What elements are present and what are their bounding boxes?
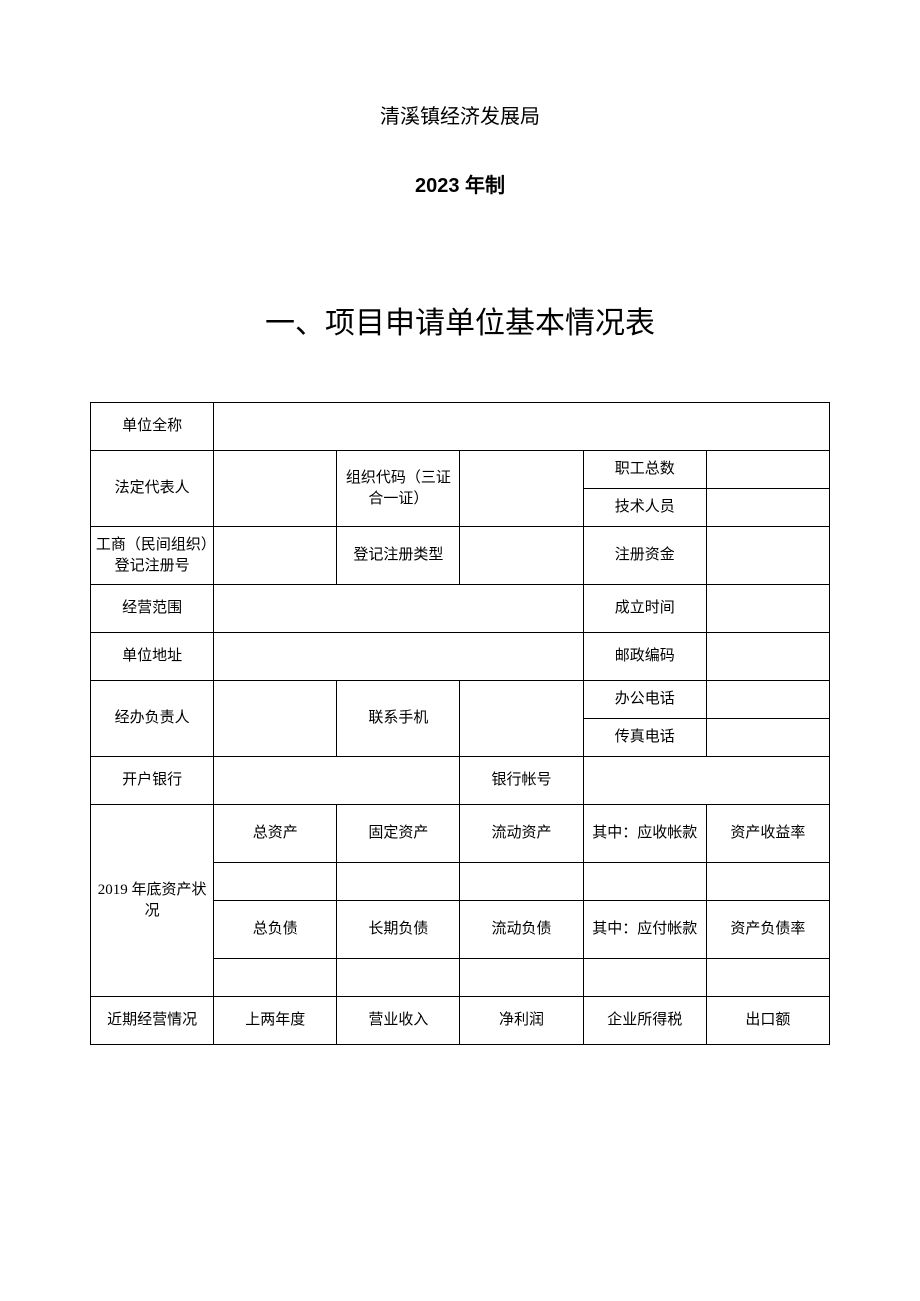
header-org: 清溪镇经济发展局 <box>90 100 830 129</box>
label-staff-total: 职工总数 <box>583 451 706 489</box>
label-export: 出口额 <box>706 997 829 1045</box>
label-fixed-assets: 固定资产 <box>337 805 460 863</box>
value-staff-total <box>706 451 829 489</box>
value-roa <box>706 863 829 901</box>
value-current-liab <box>460 959 583 997</box>
application-form-table: 单位全称 法定代表人 组织代码（三证合一证） 职工总数 技术人员 工商（民间组织… <box>90 402 830 1045</box>
label-total-liab: 总负债 <box>214 901 337 959</box>
section-title: 一、项目申请单位基本情况表 <box>90 298 830 342</box>
label-corp-tax: 企业所得税 <box>583 997 706 1045</box>
value-bank <box>214 757 460 805</box>
value-reg-capital <box>706 527 829 585</box>
label-asset-status: 2019 年底资产状况 <box>91 805 214 997</box>
value-biz-scope <box>214 585 583 633</box>
label-bank: 开户银行 <box>91 757 214 805</box>
label-payables: 其中：应付帐款 <box>583 901 706 959</box>
value-receivables <box>583 863 706 901</box>
label-unit-addr: 单位地址 <box>91 633 214 681</box>
value-unit-full-name <box>214 403 830 451</box>
value-total-assets <box>214 863 337 901</box>
value-bank-account <box>583 757 829 805</box>
value-biz-reg-no <box>214 527 337 585</box>
value-total-liab <box>214 959 337 997</box>
label-legal-rep: 法定代表人 <box>91 451 214 527</box>
value-current-assets <box>460 863 583 901</box>
label-est-date: 成立时间 <box>583 585 706 633</box>
value-tech-staff <box>706 489 829 527</box>
label-long-liab: 长期负债 <box>337 901 460 959</box>
label-reg-type: 登记注册类型 <box>337 527 460 585</box>
label-contact-person: 经办负责人 <box>91 681 214 757</box>
value-legal-rep <box>214 451 337 527</box>
label-tech-staff: 技术人员 <box>583 489 706 527</box>
header-year: 2023 年制 <box>90 169 830 198</box>
value-est-date <box>706 585 829 633</box>
value-reg-type <box>460 527 583 585</box>
label-mobile: 联系手机 <box>337 681 460 757</box>
value-long-liab <box>337 959 460 997</box>
label-bank-account: 银行帐号 <box>460 757 583 805</box>
label-net-profit: 净利润 <box>460 997 583 1045</box>
label-revenue: 营业收入 <box>337 997 460 1045</box>
label-recent-ops: 近期经营情况 <box>91 997 214 1045</box>
label-total-assets: 总资产 <box>214 805 337 863</box>
label-office-phone: 办公电话 <box>583 681 706 719</box>
label-reg-capital: 注册资金 <box>583 527 706 585</box>
value-debt-ratio <box>706 959 829 997</box>
value-fixed-assets <box>337 863 460 901</box>
value-postal-code <box>706 633 829 681</box>
label-receivables: 其中：应收帐款 <box>583 805 706 863</box>
label-roa: 资产收益率 <box>706 805 829 863</box>
label-current-liab: 流动负债 <box>460 901 583 959</box>
value-office-phone <box>706 681 829 719</box>
value-unit-addr <box>214 633 583 681</box>
value-payables <box>583 959 706 997</box>
label-org-code: 组织代码（三证合一证） <box>337 451 460 527</box>
value-contact-person <box>214 681 337 757</box>
label-unit-full-name: 单位全称 <box>91 403 214 451</box>
label-fax: 传真电话 <box>583 719 706 757</box>
value-org-code <box>460 451 583 527</box>
label-last-two-years: 上两年度 <box>214 997 337 1045</box>
value-fax <box>706 719 829 757</box>
label-current-assets: 流动资产 <box>460 805 583 863</box>
label-debt-ratio: 资产负债率 <box>706 901 829 959</box>
label-postal-code: 邮政编码 <box>583 633 706 681</box>
label-biz-reg-no: 工商（民间组织）登记注册号 <box>91 527 214 585</box>
label-biz-scope: 经营范围 <box>91 585 214 633</box>
value-mobile <box>460 681 583 757</box>
